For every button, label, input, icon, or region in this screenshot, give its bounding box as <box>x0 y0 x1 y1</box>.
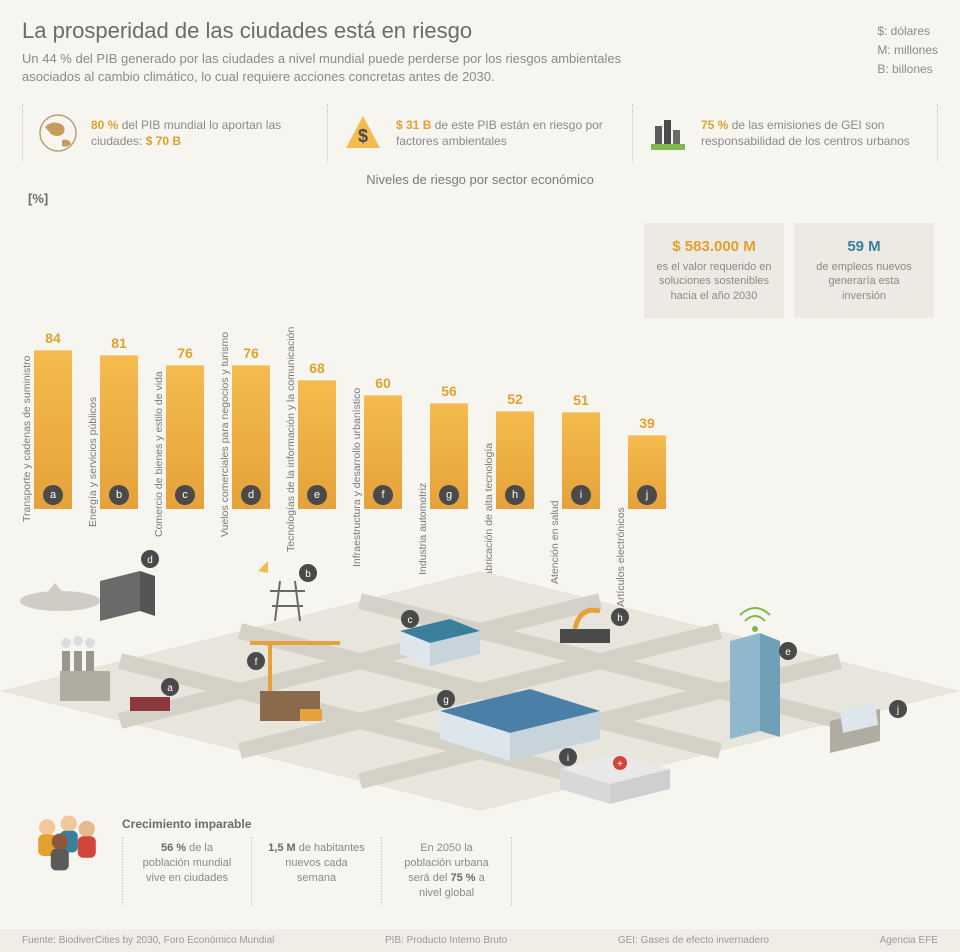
header: La prosperidad de las ciudades está en r… <box>22 18 938 86</box>
page-subtitle: Un 44 % del PIB generado por las ciudade… <box>22 50 622 86</box>
growth-section: Crecimiento imparable 56 % de la poblaci… <box>22 811 938 904</box>
svg-text:b: b <box>305 569 311 580</box>
stat-text: 80 % del PIB mundial lo aportan las ciud… <box>91 117 313 149</box>
bar-rect: b <box>100 355 138 509</box>
footer-agency: Agencia EFE <box>880 935 938 946</box>
dollar-warning-icon: $ <box>342 112 384 154</box>
chart-title: Niveles de riesgo por sector económico <box>22 172 938 187</box>
bar-letter-badge: i <box>571 485 591 505</box>
card-big-value: $ 583.000 M <box>656 237 772 257</box>
bar-label: Comercio de bienes y estilo de vida <box>153 337 161 537</box>
bar-letter-badge: d <box>241 485 261 505</box>
bar-letter-badge: j <box>637 485 657 505</box>
bar-letter-badge: a <box>43 485 63 505</box>
legend-million: M: millones <box>877 41 938 60</box>
bar-letter-badge: c <box>175 485 195 505</box>
city-icon <box>647 112 689 154</box>
svg-text:e: e <box>785 647 791 658</box>
stat-text: 75 % de las emisiones de GEI son respons… <box>701 117 923 149</box>
bar-c: Comercio de bienes y estilo de vida76c <box>158 345 212 509</box>
top-stats: 80 % del PIB mundial lo aportan las ciud… <box>22 104 938 162</box>
bar-rect: c <box>166 365 204 509</box>
card-big-value: 59 M <box>806 237 922 257</box>
card-investment: $ 583.000 M es el valor requerido en sol… <box>644 223 784 318</box>
bar-rect: i <box>562 412 600 509</box>
bar-rect: h <box>496 411 534 510</box>
bar-label: Energía y servicios públicos <box>87 327 95 527</box>
card-text: es el valor requerido en soluciones sost… <box>657 261 772 303</box>
growth-stat-weekly: 1,5 M de habitantes nuevos cada semana <box>252 837 382 904</box>
footer-source: Fuente: BiodiverCities by 2030, Foro Eco… <box>22 935 274 946</box>
bar-rect: d <box>232 365 270 509</box>
bar-value: 76 <box>243 345 259 361</box>
bar-rect: g <box>430 403 468 509</box>
stat-text: $ 31 B de este PIB están en riesgo por f… <box>396 117 618 149</box>
stat-gdp-cities: 80 % del PIB mundial lo aportan las ciud… <box>23 104 328 162</box>
side-cards: $ 583.000 M es el valor requerido en sol… <box>644 223 934 318</box>
svg-text:i: i <box>567 753 569 764</box>
bar-f: Infraestructura y desarrollo urbanístico… <box>356 375 410 509</box>
footer-gei: GEI: Gases de efecto invernadero <box>618 935 769 946</box>
bar-letter-badge: f <box>373 485 393 505</box>
svg-text:d: d <box>147 555 153 566</box>
bar-value: 81 <box>111 335 127 351</box>
bar-letter-badge: h <box>505 485 525 505</box>
globe-icon <box>37 112 79 154</box>
bar-h: Fabricación de alta tecnología52h <box>488 391 542 510</box>
bar-b: Energía y servicios públicos81b <box>92 335 146 509</box>
bar-i: Atención en salud51i <box>554 392 608 509</box>
bar-label: Transporte y cadenas de suministro <box>21 322 29 522</box>
bar-rect: j <box>628 435 666 509</box>
bar-value: 84 <box>45 330 61 346</box>
scene-airport: d <box>20 550 159 621</box>
bar-value: 60 <box>375 375 391 391</box>
people-icon <box>22 811 122 879</box>
svg-text:h: h <box>617 613 623 624</box>
legend-dollar: $: dólares <box>877 22 938 41</box>
stat-gdp-risk: $ $ 31 B de este PIB están en riesgo por… <box>328 104 633 162</box>
growth-title: Crecimiento imparable <box>122 817 938 831</box>
bar-letter-badge: g <box>439 485 459 505</box>
bar-value: 51 <box>573 392 589 408</box>
bar-rect: a <box>34 350 72 510</box>
svg-text:a: a <box>167 683 173 694</box>
bar-value: 56 <box>441 383 457 399</box>
svg-text:j: j <box>896 705 899 716</box>
growth-stat-population: 56 % de la población mundial vive en ciu… <box>122 837 252 904</box>
bar-value: 39 <box>639 415 655 431</box>
bar-value: 76 <box>177 345 193 361</box>
stat-emissions: 75 % de las emisiones de GEI son respons… <box>633 104 938 162</box>
bar-d: Vuelos comerciales para negocios y turis… <box>224 345 278 509</box>
svg-text:$: $ <box>358 126 368 146</box>
page-title: La prosperidad de las ciudades está en r… <box>22 18 622 44</box>
svg-text:+: + <box>617 759 623 770</box>
svg-text:c: c <box>408 615 413 626</box>
units-legend: $: dólares M: millones B: billones <box>877 22 938 86</box>
bar-j: Artículos electrónicos39j <box>620 415 674 509</box>
legend-billion: B: billones <box>877 60 938 79</box>
bar-a: Transporte y cadenas de suministro84a <box>26 330 80 510</box>
bar-g: Industria automotriz56g <box>422 383 476 509</box>
footer: Fuente: BiodiverCities by 2030, Foro Eco… <box>0 929 960 952</box>
scene-power: b <box>258 561 317 621</box>
bar-e: Tecnologías de la información y la comun… <box>290 360 344 509</box>
y-axis-label: [%] <box>28 191 48 206</box>
bar-label: Vuelos comerciales para negocios y turis… <box>219 337 227 537</box>
card-text: de empleos nuevos generaría esta inversi… <box>816 261 911 303</box>
svg-text:f: f <box>255 657 258 668</box>
bar-rect: e <box>298 380 336 509</box>
bar-letter-badge: b <box>109 485 129 505</box>
footer-pib: PIB: Producto Interno Bruto <box>385 935 507 946</box>
svg-text:g: g <box>443 695 449 706</box>
card-jobs: 59 M de empleos nuevos generaría esta in… <box>794 223 934 318</box>
bar-letter-badge: e <box>307 485 327 505</box>
city-illustration: d b a f <box>0 511 960 811</box>
bar-rect: f <box>364 395 402 509</box>
bar-value: 68 <box>309 360 325 376</box>
growth-stat-2050: En 2050 la población urbana será del 75 … <box>382 837 512 904</box>
bar-value: 52 <box>507 391 523 407</box>
